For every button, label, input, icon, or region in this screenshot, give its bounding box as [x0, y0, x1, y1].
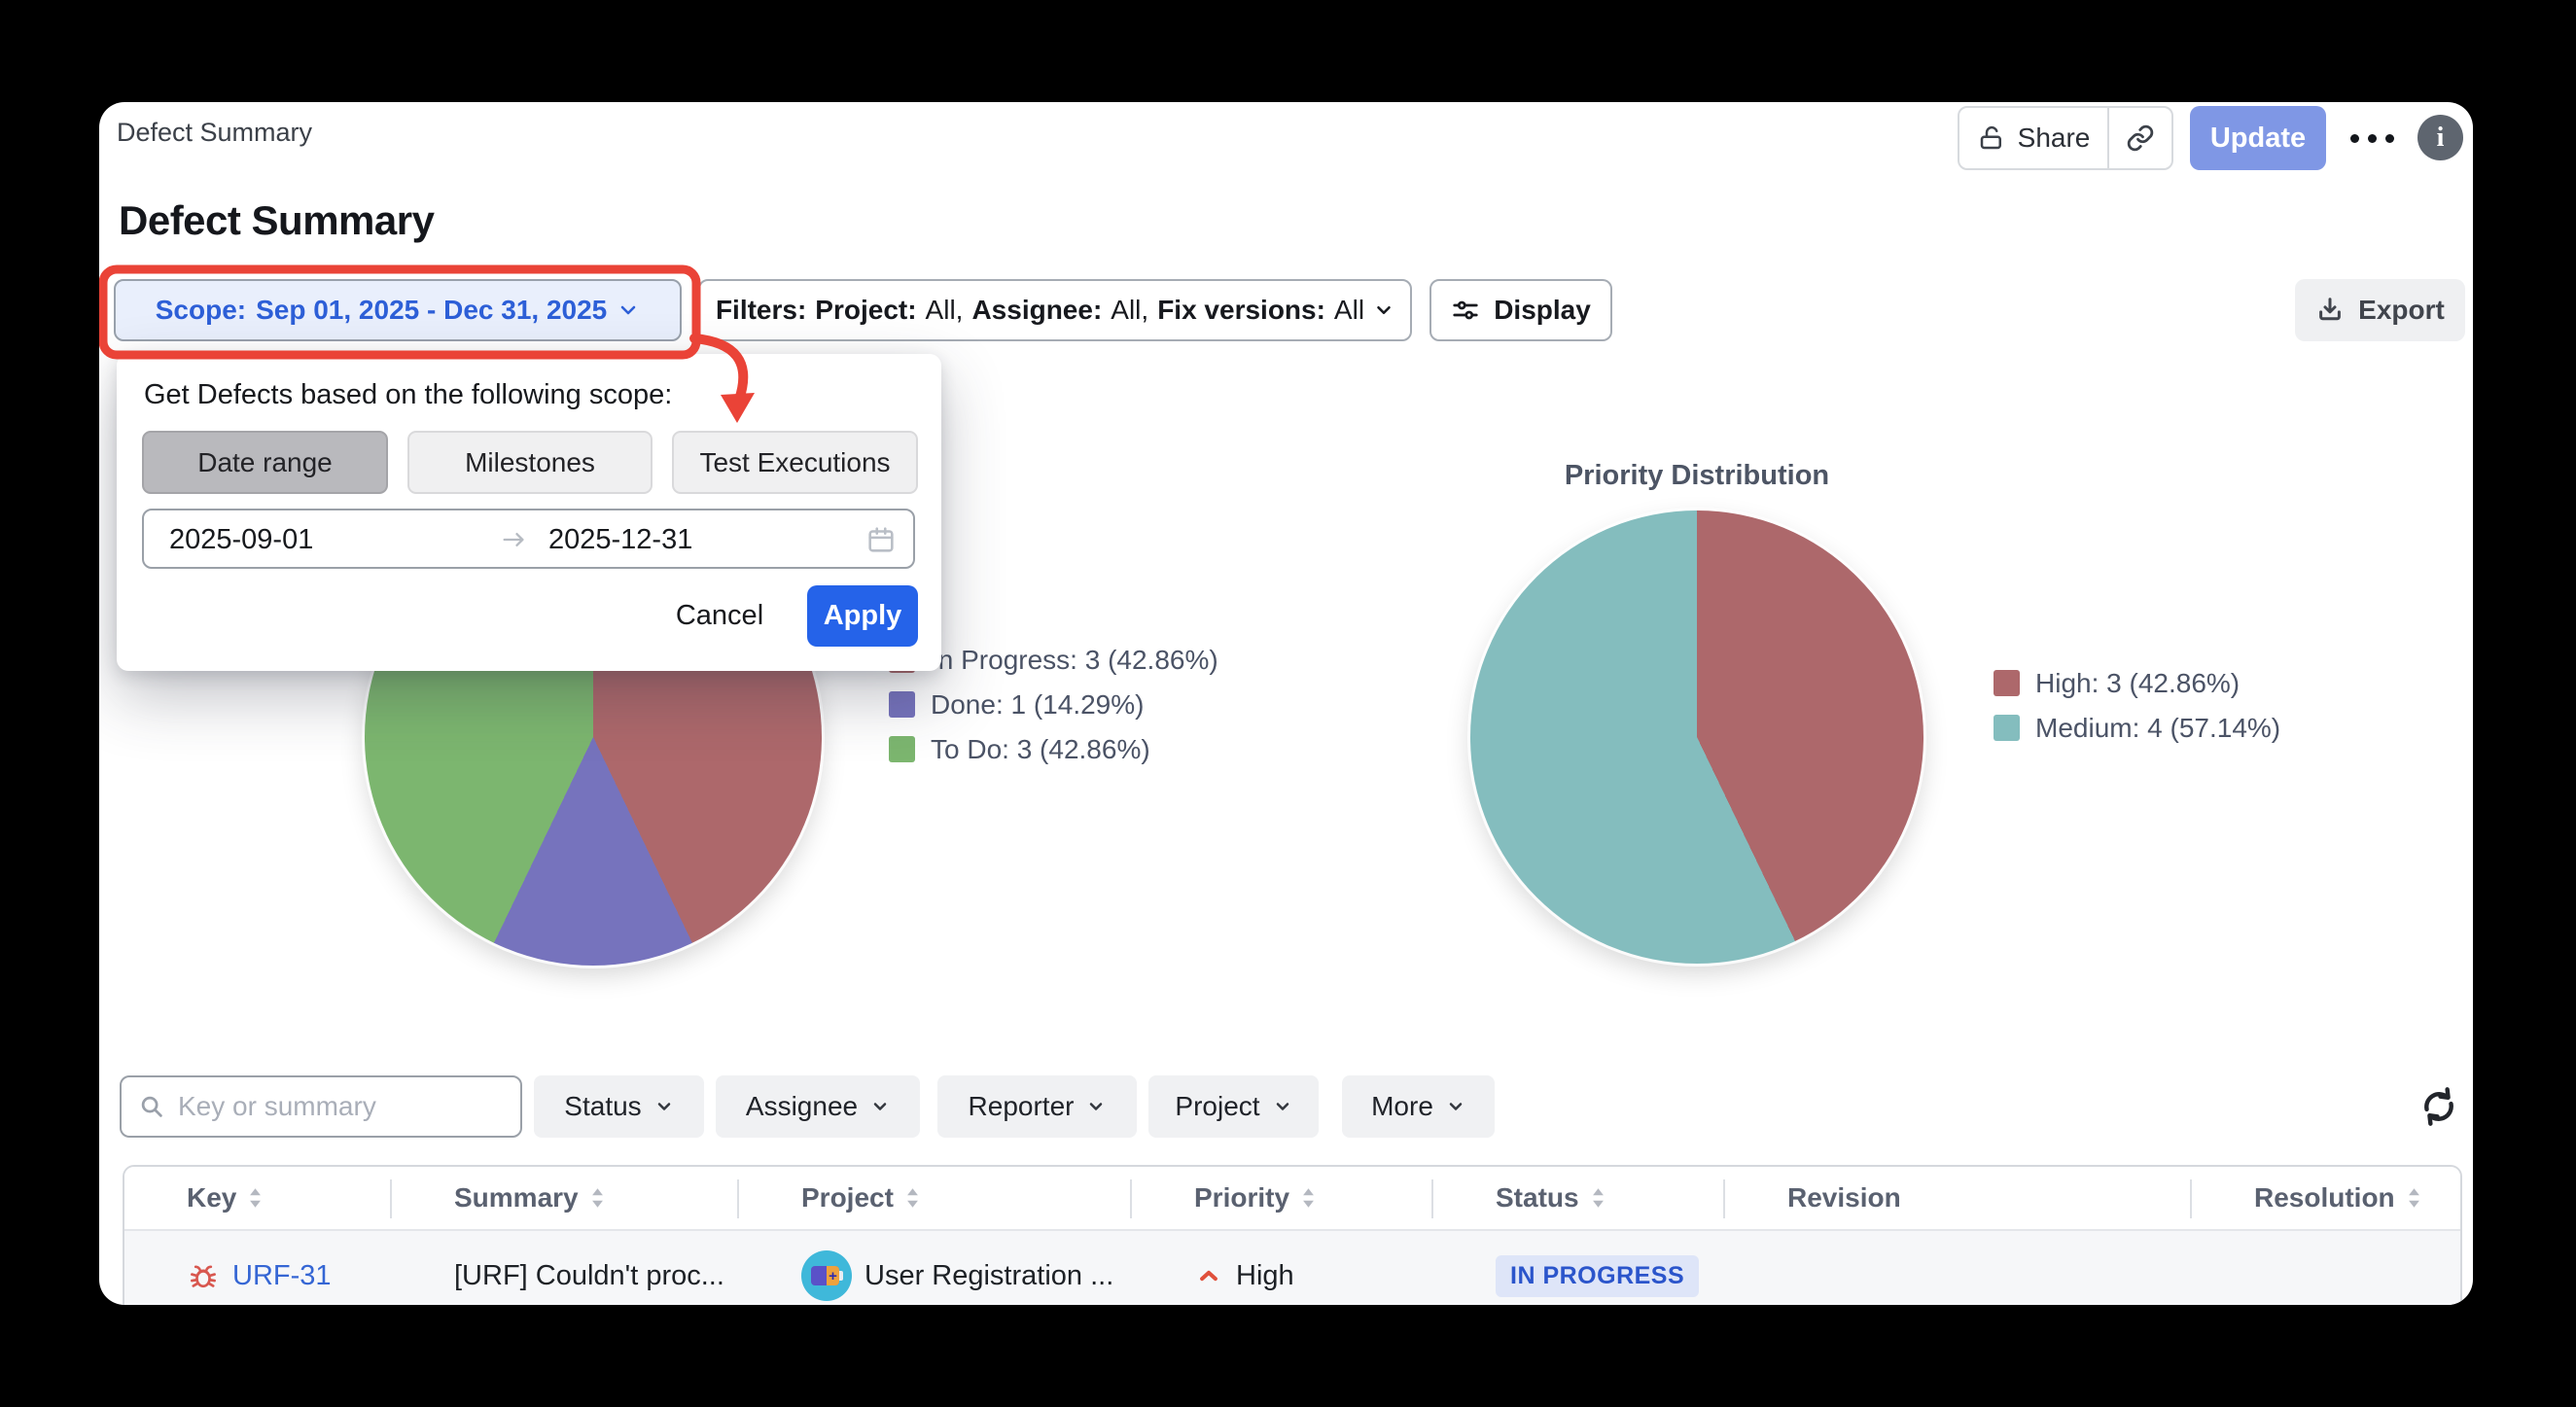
unlock-icon	[1977, 123, 2006, 153]
range-arrow-icon	[500, 526, 527, 553]
chevron-down-icon	[1446, 1097, 1465, 1116]
legend-swatch	[1994, 670, 2020, 696]
tab-milestones[interactable]: Milestones	[407, 431, 653, 494]
project-cell: + User Registration ...	[739, 1250, 1132, 1301]
priority-distribution-title: Priority Distribution	[1564, 460, 1830, 491]
chevron-down-icon	[1373, 299, 1394, 321]
ellipsis-icon	[2349, 133, 2359, 143]
legend-swatch	[1994, 715, 2020, 741]
column-header-resolution[interactable]: Resolution	[2192, 1167, 2460, 1229]
legend-item: High: 3 (42.86%)	[1994, 668, 2280, 698]
sort-icon	[1302, 1187, 1315, 1209]
scope-popover: Get Defects based on the following scope…	[117, 354, 941, 671]
legend-swatch	[889, 736, 915, 762]
legend-item: To Do: 3 (42.86%)	[889, 734, 1218, 764]
legend-item: Medium: 4 (57.14%)	[1994, 713, 2280, 743]
column-header-revision[interactable]: Revision	[1725, 1167, 2192, 1229]
column-header-key[interactable]: Key	[124, 1167, 392, 1229]
scope-type-tabs: Date range Milestones Test Executions	[142, 431, 918, 494]
reporter-filter-chip[interactable]: Reporter	[937, 1075, 1137, 1138]
chevron-down-icon	[654, 1097, 674, 1116]
divider	[2107, 108, 2109, 168]
issue-key-link[interactable]: URF-31	[232, 1259, 332, 1291]
status-badge: IN PROGRESS	[1496, 1254, 1700, 1297]
more-filter-chip[interactable]: More	[1342, 1075, 1495, 1138]
defect-summary-window: Defect Summary Share Update i Defect Sum…	[99, 102, 2473, 1305]
project-filter-chip[interactable]: Project	[1148, 1075, 1319, 1138]
copy-link-button[interactable]	[2109, 108, 2171, 168]
chevron-down-icon	[1273, 1097, 1292, 1116]
end-date-value[interactable]: 2025-12-31	[548, 524, 693, 555]
chevron-down-icon	[1086, 1097, 1106, 1116]
sort-icon	[2408, 1187, 2420, 1209]
search-icon	[137, 1092, 166, 1121]
link-icon	[2126, 123, 2155, 153]
search-input[interactable]	[178, 1091, 505, 1122]
sort-icon	[1592, 1187, 1605, 1209]
update-button[interactable]: Update	[2190, 106, 2326, 170]
key-cell: URF-31	[124, 1259, 392, 1292]
calendar-icon	[865, 523, 898, 556]
status-cell: IN PROGRESS	[1433, 1254, 1725, 1297]
apply-button[interactable]: Apply	[807, 585, 918, 647]
window-title: Defect Summary	[117, 118, 313, 147]
priority-distribution-pie-chart[interactable]	[1470, 510, 1923, 964]
chevron-down-icon	[870, 1097, 890, 1116]
bug-icon	[187, 1259, 220, 1292]
download-icon	[2315, 296, 2345, 325]
search-box	[120, 1075, 522, 1138]
date-range-input[interactable]: 2025-09-01 2025-12-31	[142, 509, 915, 569]
start-date-value[interactable]: 2025-09-01	[169, 524, 314, 555]
status-pie-legend: In Progress: 3 (42.86%) Done: 1 (14.29%)…	[889, 645, 1218, 764]
popover-title: Get Defects based on the following scope…	[144, 379, 673, 410]
info-icon: i	[2436, 122, 2445, 153]
project-avatar-icon: +	[801, 1250, 852, 1301]
legend-swatch	[889, 691, 915, 718]
table-row[interactable]: URF-31 [URF] Couldn't proc... + User Reg…	[124, 1231, 2460, 1305]
more-options-button[interactable]	[2342, 106, 2402, 170]
priority-high-icon	[1194, 1261, 1223, 1290]
filters-dropdown-button[interactable]: Filters: Project: All, Assignee: All, Fi…	[698, 279, 1412, 341]
defects-table: Key Summary Project Priority Status	[123, 1165, 2462, 1305]
refresh-icon	[2417, 1084, 2461, 1129]
legend-item: In Progress: 3 (42.86%)	[889, 645, 1218, 675]
tab-test-executions[interactable]: Test Executions	[672, 431, 918, 494]
priority-pie-legend: High: 3 (42.86%) Medium: 4 (57.14%)	[1994, 668, 2280, 743]
page-title: Defect Summary	[119, 197, 435, 243]
scope-dropdown-button[interactable]: Scope: Sep 01, 2025 - Dec 31, 2025	[114, 279, 682, 341]
info-button[interactable]: i	[2417, 115, 2463, 160]
status-filter-chip[interactable]: Status	[534, 1075, 704, 1138]
cancel-button[interactable]: Cancel	[659, 585, 780, 647]
sort-icon	[906, 1187, 919, 1209]
share-button-group: Share	[1958, 106, 2173, 170]
tab-date-range[interactable]: Date range	[142, 431, 388, 494]
column-header-priority[interactable]: Priority	[1132, 1167, 1433, 1229]
share-button[interactable]: Share	[1959, 108, 2107, 168]
sliders-icon	[1451, 296, 1480, 325]
priority-cell: High	[1132, 1260, 1433, 1292]
summary-cell: [URF] Couldn't proc...	[454, 1259, 724, 1291]
sort-icon	[249, 1187, 262, 1209]
column-header-summary[interactable]: Summary	[392, 1167, 739, 1229]
refresh-button[interactable]	[2414, 1081, 2464, 1132]
sort-icon	[591, 1187, 604, 1209]
column-header-status[interactable]: Status	[1433, 1167, 1725, 1229]
chevron-down-icon	[617, 299, 640, 322]
table-header: Key Summary Project Priority Status	[124, 1167, 2460, 1231]
export-button[interactable]: Export	[2295, 279, 2465, 341]
display-settings-button[interactable]: Display	[1429, 279, 1612, 341]
column-header-project[interactable]: Project	[739, 1167, 1132, 1229]
legend-item: Done: 1 (14.29%)	[889, 689, 1218, 720]
assignee-filter-chip[interactable]: Assignee	[716, 1075, 920, 1138]
